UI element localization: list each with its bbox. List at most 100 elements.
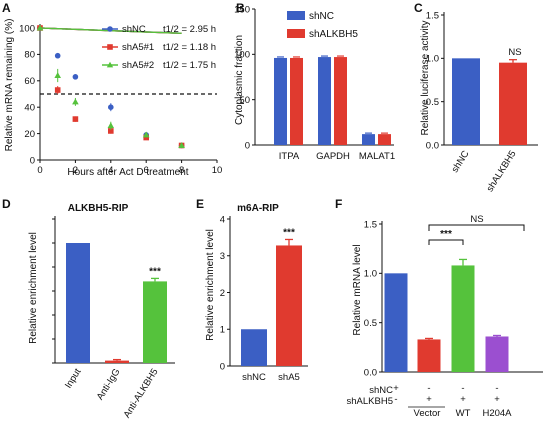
data-point-sha5-2 bbox=[178, 142, 185, 148]
panel-b-legend: shNC shALKBH5 bbox=[287, 11, 358, 40]
panel-e: E m6A-RIP 0 1 2 3 4 shNC *** shA5 Relative enr… bbox=[196, 197, 308, 383]
data-point-sha5-2 bbox=[54, 72, 61, 79]
legend-label-sha5-1: shA5#1 bbox=[122, 42, 154, 53]
panel-f: F 0.0 0.5 1.0 1.5 Relative mRNA level *** N… bbox=[335, 197, 543, 419]
data-point-shnc bbox=[54, 52, 61, 59]
panel-c: C 0.0 0.5 1.0 1.5 shNC shALKBH5 Relative luc… bbox=[414, 1, 538, 194]
treatment-sign-row2-col2: + bbox=[426, 394, 432, 405]
panel-f-letter: F bbox=[335, 197, 342, 211]
panel-a-legend: shNC t1/2 = 2.95 h shA5#1 t1/2 = 1.18 h … bbox=[102, 24, 216, 71]
panel-b-bar-gapdh-shalkbh5 bbox=[334, 57, 347, 146]
panel-d-category-label-anti-igg: Anti-IgG bbox=[95, 367, 123, 402]
group-label-h204a: H204A bbox=[482, 408, 512, 419]
panel-e-significance-label: *** bbox=[283, 227, 295, 238]
panel-a-x-tick-label: 0 bbox=[37, 165, 42, 176]
treatment-row-label-shalkbh5: shALKBH5 bbox=[347, 396, 393, 407]
panel-f-bar-group-1 bbox=[384, 273, 408, 372]
panel-e-title: m6A-RIP bbox=[237, 203, 279, 214]
panel-f-bar-group-4 bbox=[485, 336, 509, 372]
panel-b-bar-itpa-shnc bbox=[274, 57, 287, 145]
panel-a-x-tick-label: 4 bbox=[108, 165, 113, 176]
panel-a-y-tick-label: 100 bbox=[19, 23, 35, 34]
panel-e-y-tick-label: 2 bbox=[220, 288, 225, 299]
data-point-sha5-2 bbox=[72, 98, 79, 105]
panel-d-category-label-anti-alkbh5: Anti-ALKBH5 bbox=[122, 367, 161, 420]
legend-label-shnc: shNC bbox=[309, 11, 334, 22]
legend-circle-marker bbox=[107, 26, 113, 32]
treatment-sign-row1-col4: - bbox=[495, 383, 498, 394]
panel-b-category-label-gapdh: GAPDH bbox=[316, 151, 350, 162]
panel-c-bar-shnc bbox=[452, 58, 480, 146]
treatment-sign-row1-col1: + bbox=[393, 383, 399, 394]
panel-f-bar-group-2 bbox=[417, 339, 441, 372]
panel-c-y-axis-label: Relative luciferase activity bbox=[420, 20, 431, 135]
comparison-vector-wt: *** bbox=[440, 229, 452, 240]
panel-f-comparison-brackets: *** NS bbox=[428, 214, 525, 245]
panel-b-category-label-malat1: MALAT1 bbox=[359, 151, 395, 162]
panel-b-y-tick-label: 150 bbox=[234, 4, 250, 15]
panel-b-bar-malat1-shalkbh5 bbox=[378, 134, 391, 145]
legend-square-marker bbox=[107, 44, 113, 50]
panel-a-x-tick-label: 10 bbox=[212, 165, 223, 176]
panel-b-y-tick-label: 0 bbox=[245, 140, 250, 151]
legend-label-shnc: shNC bbox=[122, 24, 146, 35]
data-point-sha5-1 bbox=[54, 87, 61, 93]
panel-e-y-axis-label: Relative enrichment level bbox=[205, 229, 216, 341]
panel-c-y-tick-label: 1.5 bbox=[426, 10, 439, 21]
panel-f-axes: 0.0 0.5 1.0 1.5 bbox=[364, 219, 543, 378]
data-point-shnc bbox=[72, 74, 79, 80]
data-point-sha5-2 bbox=[36, 24, 44, 31]
panel-f-y-axis-label: Relative mRNA level bbox=[352, 244, 363, 335]
legend-triangle-marker bbox=[106, 61, 114, 68]
data-point-sha5-2 bbox=[107, 122, 115, 129]
panel-b-bar-itpa-shalkbh5 bbox=[290, 57, 303, 145]
panel-d-letter: D bbox=[2, 197, 11, 211]
panel-f-y-tick-label: 1.0 bbox=[364, 269, 377, 280]
panel-b-y-tick-label: 50 bbox=[239, 95, 250, 106]
group-label-wt: WT bbox=[456, 408, 471, 419]
panel-c-y-tick-label: 0.5 bbox=[426, 97, 439, 108]
legend-halflife-sha5-1: t1/2 = 1.18 h bbox=[163, 42, 216, 53]
panel-e-axes: 0 1 2 3 4 bbox=[220, 214, 308, 372]
panel-d-title: ALKBH5-RIP bbox=[68, 203, 129, 214]
panel-e-bar-shnc bbox=[241, 329, 267, 366]
panel-b-bar-gapdh-shnc bbox=[318, 57, 331, 146]
treatment-sign-row1-col3: - bbox=[461, 383, 464, 394]
panel-d-category-label-input: Input bbox=[63, 366, 84, 390]
panel-a-x-tick-label: 8 bbox=[179, 165, 184, 176]
panel-a-letter: A bbox=[2, 1, 11, 15]
legend-halflife-shnc: t1/2 = 2.95 h bbox=[163, 24, 216, 35]
panel-b-bar-malat1-shnc bbox=[362, 134, 375, 145]
panel-c-bar-shalkbh5 bbox=[499, 62, 527, 145]
panel-c-category-label-shnc: shNC bbox=[450, 149, 472, 175]
treatment-sign-row2-col1: - bbox=[394, 394, 397, 405]
panel-d-y-axis-label: Relative enrichment level bbox=[28, 232, 39, 344]
panel-a-x-axis-label: Hours after Act D treatment bbox=[67, 167, 188, 178]
panel-a-x-tick-label: 6 bbox=[144, 165, 149, 176]
panel-e-category-label-sha5: shA5 bbox=[278, 372, 300, 383]
panel-f-y-tick-label: 0.0 bbox=[364, 367, 377, 378]
treatment-sign-row2-col4: + bbox=[494, 394, 500, 405]
panel-b-axes: 0 50 100 150 bbox=[234, 4, 394, 151]
panel-b-y-tick-label: 100 bbox=[234, 50, 250, 61]
legend-halflife-sha5-2: t1/2 = 1.75 h bbox=[163, 60, 216, 71]
panel-c-ns-annotation: NS bbox=[508, 47, 521, 58]
treatment-row-label-shnc: shNC bbox=[369, 385, 393, 396]
panel-a-y-axis-label: Relative mRNA remaining (%) bbox=[4, 19, 15, 152]
panel-d: D ALKBH5-RIP Input Anti-IgG *** Anti-ALKBH5… bbox=[2, 197, 175, 420]
treatment-sign-row2-col3: + bbox=[460, 394, 466, 405]
panel-e-category-label-shnc: shNC bbox=[242, 372, 266, 383]
legend-label-shalkbh5: shALKBH5 bbox=[309, 29, 358, 40]
panel-b: B 0 50 100 150 ITPA GAPDH MALAT1 Cytoplasmic … bbox=[234, 1, 395, 162]
panel-b-y-axis-label: Cytoplasmic fraction bbox=[234, 35, 245, 125]
panel-e-y-tick-label: 4 bbox=[220, 214, 225, 225]
panel-a-y-tick-label: 60 bbox=[24, 76, 35, 87]
panel-e-y-tick-label: 0 bbox=[220, 361, 225, 372]
panel-c-y-tick-label: 0.0 bbox=[426, 140, 439, 151]
panel-d-bar-input bbox=[66, 243, 90, 363]
panel-f-y-tick-label: 1.5 bbox=[364, 219, 377, 230]
group-label-vector: Vector bbox=[414, 408, 441, 419]
legend-label-sha5-2: shA5#2 bbox=[122, 60, 154, 71]
